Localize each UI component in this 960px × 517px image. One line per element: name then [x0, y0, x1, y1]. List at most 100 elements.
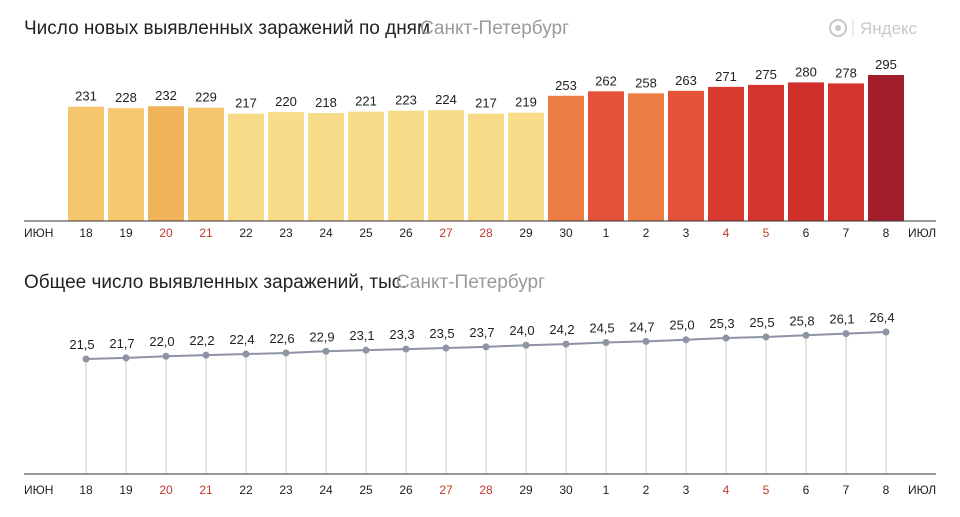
- bar: [188, 107, 224, 221]
- bar-value-label: 262: [595, 73, 617, 88]
- point-value-label: 22,4: [229, 332, 254, 347]
- bar: [468, 113, 504, 221]
- bar-value-label: 223: [395, 93, 417, 108]
- x-tick-label: 29: [519, 483, 533, 497]
- bar: [748, 84, 784, 221]
- x-tick-label: 24: [319, 226, 333, 240]
- x-tick-label: 26: [399, 483, 413, 497]
- line-point: [402, 345, 410, 353]
- line-chart: 21,5 21,7 22,0 22,2 22,4 22,6 22,9 23,1 23,3 23,5…: [24, 310, 936, 497]
- point-value-label: 22,6: [269, 331, 294, 346]
- x-tick-label: 19: [119, 226, 133, 240]
- month-start-label: ИЮН: [24, 483, 53, 497]
- bar: [548, 95, 584, 221]
- point-value-label: 22,2: [189, 333, 214, 348]
- x-tick-label: 2: [643, 483, 650, 497]
- line-point: [282, 349, 290, 357]
- month-end-label: ИЮЛ: [908, 483, 936, 497]
- line-point: [202, 351, 210, 359]
- bar: [828, 83, 864, 221]
- bar: [108, 108, 144, 221]
- bar-value-label: 221: [355, 94, 377, 109]
- x-tick-label: 23: [279, 226, 293, 240]
- x-tick-label: 24: [319, 483, 333, 497]
- x-tick-label: 8: [883, 226, 890, 240]
- bar-chart-subtitle: Санкт-Петербург: [420, 18, 569, 39]
- x-tick-label: 26: [399, 226, 413, 240]
- bar: [308, 113, 344, 221]
- bar-value-label: 217: [235, 96, 257, 111]
- x-tick-label: 30: [559, 226, 573, 240]
- yandex-logo: Яндекс: [829, 19, 918, 38]
- bar-value-label: 231: [75, 89, 97, 104]
- x-tick-label: 18: [79, 226, 93, 240]
- bar: [788, 82, 824, 221]
- line-point: [842, 330, 850, 338]
- line-point: [322, 347, 330, 355]
- bar: [628, 93, 664, 221]
- month-start-label: ИЮН: [24, 226, 53, 240]
- logo-text: Яндекс: [860, 19, 918, 38]
- line-point: [122, 354, 130, 362]
- x-tick-label: 3: [683, 226, 690, 240]
- line-point: [682, 336, 690, 344]
- bar-value-label: 232: [155, 88, 177, 103]
- yandex-logo-icon-dot: [835, 25, 841, 31]
- bar-value-label: 278: [835, 65, 857, 80]
- x-tick-label: 28: [479, 483, 493, 497]
- x-tick-label: 3: [683, 483, 690, 497]
- line-chart-subtitle: Санкт-Петербург: [396, 272, 545, 293]
- point-value-label: 22,0: [149, 334, 174, 349]
- bar-value-label: 258: [635, 75, 657, 90]
- line-point: [482, 343, 490, 351]
- line-point: [642, 337, 650, 345]
- point-value-label: 24,2: [549, 322, 574, 337]
- line-point: [82, 355, 90, 363]
- x-tick-label: 4: [723, 483, 730, 497]
- point-value-label: 25,8: [789, 313, 814, 328]
- line-point: [522, 341, 530, 349]
- point-value-label: 25,0: [669, 318, 694, 333]
- line-point: [562, 340, 570, 348]
- x-tick-label: 1: [603, 483, 610, 497]
- bar-value-label: 220: [275, 94, 297, 109]
- x-tick-label: 20: [159, 226, 173, 240]
- bar: [508, 112, 544, 221]
- bar-value-label: 280: [795, 64, 817, 79]
- x-tick-label: 1: [603, 226, 610, 240]
- bar-value-label: 228: [115, 90, 137, 105]
- point-value-label: 21,7: [109, 336, 134, 351]
- x-tick-label: 23: [279, 483, 293, 497]
- x-tick-label: 22: [239, 483, 253, 497]
- x-tick-label: 2: [643, 226, 650, 240]
- line-point: [882, 328, 890, 336]
- x-tick-label: 19: [119, 483, 133, 497]
- x-tick-label: 29: [519, 226, 533, 240]
- point-value-label: 23,1: [349, 328, 374, 343]
- bar-value-label: 275: [755, 67, 777, 82]
- yandex-logo-icon: [829, 19, 847, 37]
- bar: [428, 110, 464, 221]
- month-end-label: ИЮЛ: [908, 226, 936, 240]
- bar-value-label: 263: [675, 73, 697, 88]
- x-tick-label: 5: [763, 483, 770, 497]
- point-value-label: 24,5: [589, 320, 614, 335]
- line-point: [442, 344, 450, 352]
- x-tick-label: 8: [883, 483, 890, 497]
- x-tick-label: 22: [239, 226, 253, 240]
- point-value-label: 21,5: [69, 337, 94, 352]
- bar: [668, 90, 704, 222]
- x-tick-label: 6: [803, 226, 810, 240]
- x-tick-label: 21: [199, 226, 213, 240]
- point-value-label: 24,0: [509, 323, 534, 338]
- x-tick-label: 25: [359, 226, 373, 240]
- bar: [228, 113, 264, 221]
- line-point: [722, 334, 730, 342]
- x-tick-label: 7: [843, 226, 850, 240]
- x-tick-label: 21: [199, 483, 213, 497]
- x-tick-label: 25: [359, 483, 373, 497]
- bar: [68, 106, 104, 221]
- bar: [268, 112, 304, 221]
- x-tick-label: 7: [843, 483, 850, 497]
